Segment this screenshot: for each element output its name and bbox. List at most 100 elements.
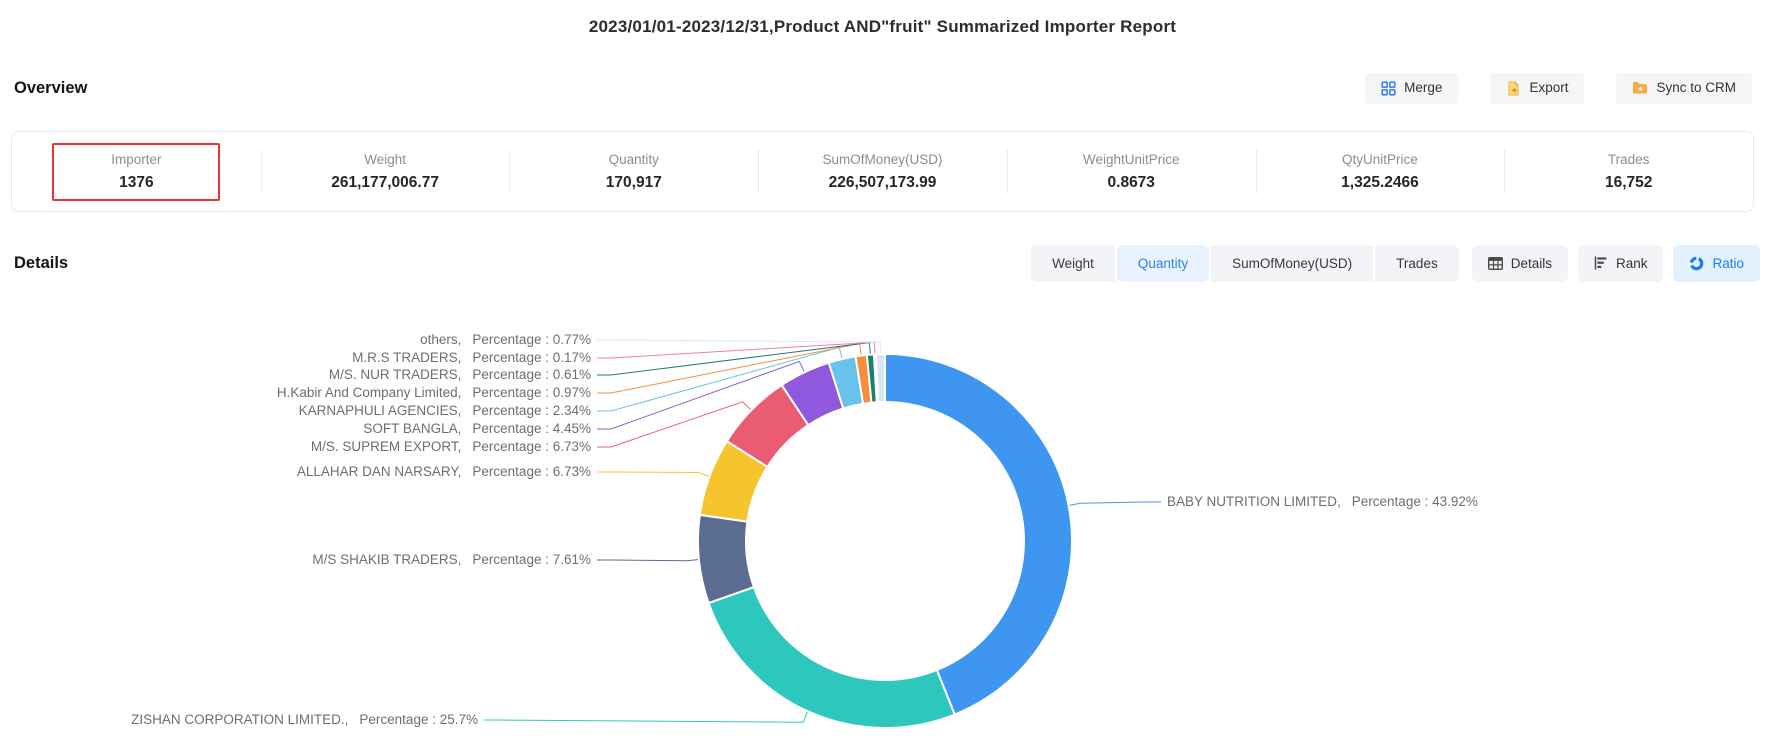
pie-slice-zishan-corporation-limited[interactable] <box>707 585 957 729</box>
tab-quantity[interactable]: Quantity <box>1116 244 1210 282</box>
stat-value: 0.8673 <box>1107 174 1155 191</box>
details-view-button[interactable]: Details <box>1471 244 1568 282</box>
overview-actions: Merge Export Sync to CRM <box>1365 72 1752 104</box>
stat-label: SumOfMoney(USD) <box>822 151 943 167</box>
pie-label-name: others, <box>420 332 462 347</box>
rank-view-button[interactable]: Rank <box>1577 244 1664 282</box>
button-label: Export <box>1529 80 1569 96</box>
button-label: Ratio <box>1712 255 1744 271</box>
pie-label-name: H.Kabir And Company Limited, <box>276 385 462 400</box>
ratio-icon <box>1689 256 1704 271</box>
stat-box: WeightUnitPrice 0.8673 <box>1082 151 1180 191</box>
pie-label-percentage: Percentage : 0.97% <box>472 385 591 400</box>
button-label: Rank <box>1615 255 1648 271</box>
pie-label-percentage: Percentage : 6.73% <box>472 464 591 479</box>
pie-label-allahar-dan-narsary: ALLAHAR DAN NARSARY, Percentage : 6.73% <box>297 462 591 482</box>
stat-box: Weight 261,177,006.77 <box>331 151 439 191</box>
pie-slice-baby-nutrition-limited[interactable] <box>884 352 1073 716</box>
pie-label-percentage: Percentage : 2.34% <box>472 403 591 418</box>
stat-value: 226,507,173.99 <box>828 174 937 191</box>
label-line-m-s-shakib-traders <box>597 559 699 562</box>
pie-slice-others[interactable] <box>874 352 886 404</box>
pie-label-h-kabir-and-company-limited: H.Kabir And Company Limited, Percentage :… <box>277 383 591 403</box>
export-button[interactable]: Export <box>1490 72 1585 104</box>
tab-sumofmoney-usd[interactable]: SumOfMoney(USD) <box>1211 244 1374 282</box>
details-header: Details Weight Quantity SumOfMoney(USD) Tra… <box>14 243 1760 283</box>
stat-label: Quantity <box>608 151 659 167</box>
stat-label: Trades <box>1607 151 1650 167</box>
pie-label-m-s-nur-traders: M/S. NUR TRADERS, Percentage : 0.61% <box>329 365 591 385</box>
stat-label: QtyUnitPrice <box>1342 151 1418 167</box>
pie-label-name: M/S. SUPREM EXPORT, <box>310 439 462 454</box>
pie-label-name: KARNAPHULI AGENCIES, <box>298 403 462 418</box>
details-icon <box>1487 256 1503 270</box>
sync-crm-icon <box>1632 81 1648 95</box>
pie-label-percentage: Percentage : 6.73% <box>472 439 591 454</box>
view-buttons: Details Rank Ratio <box>1471 244 1760 282</box>
pie-label-percentage: Percentage : 0.61% <box>472 367 591 382</box>
label-line-m-r-s-traders <box>597 341 876 359</box>
stat-value: 261,177,006.77 <box>331 174 439 191</box>
stat-sumofmoney-usd: SumOfMoney(USD) 226,507,173.99 <box>758 132 1007 211</box>
stat-value: 1376 <box>119 174 154 191</box>
page-title: 2023/01/01-2023/12/31,Product AND"fruit"… <box>588 17 1177 36</box>
pie-label-soft-bangla: SOFT BANGLA, Percentage : 4.45% <box>363 419 591 439</box>
pie-label-m-r-s-traders: M.R.S TRADERS, Percentage : 0.17% <box>352 348 591 368</box>
stat-label: Weight <box>364 151 406 167</box>
pie-label-baby-nutrition-limited: BABY NUTRITION LIMITED, Percentage : 43.9… <box>1167 492 1478 512</box>
pie-label-percentage: Percentage : 7.61% <box>472 552 591 567</box>
pie-label-name: M.R.S TRADERS, <box>352 350 462 365</box>
pie-label-name: ZISHAN CORPORATION LIMITED., <box>131 712 349 727</box>
merge-button[interactable]: Merge <box>1365 72 1459 104</box>
stat-value: 16,752 <box>1604 174 1653 191</box>
pie-label-percentage: Percentage : 0.17% <box>472 350 591 365</box>
stat-box: QtyUnitPrice 1,325.2466 <box>1341 151 1419 191</box>
pie-label-others: others, Percentage : 0.77% <box>420 330 591 350</box>
label-line-baby-nutrition-limited <box>1068 501 1161 506</box>
pie-label-percentage: Percentage : 43.92% <box>1351 494 1478 509</box>
rank-icon <box>1594 256 1608 270</box>
stat-box: SumOfMoney(USD) 226,507,173.99 <box>822 151 943 191</box>
details-heading: Details <box>14 253 69 272</box>
pie-label-name: SOFT BANGLA, <box>363 421 462 436</box>
sync-to-crm-button[interactable]: Sync to CRM <box>1616 72 1752 104</box>
pie-label-percentage: Percentage : 25.7% <box>359 712 478 727</box>
pie-slice-m-s-shakib-traders[interactable] <box>697 513 756 605</box>
pie-label-name: M/S. NUR TRADERS, <box>328 367 462 382</box>
pie-label-karnaphuli-agencies: KARNAPHULI AGENCIES, Percentage : 2.34% <box>299 401 591 421</box>
overview-stats-card: Importer 1376 Weight 261,177,006.77 Quantity… <box>11 131 1754 212</box>
pie-label-m-s-shakib-traders: M/S SHAKIB TRADERS, Percentage : 7.61% <box>312 550 591 570</box>
label-line-others <box>597 339 881 355</box>
stat-value: 170,917 <box>605 174 662 191</box>
overview-header: Overview Merge Export Sync to CRM <box>14 70 1752 106</box>
stat-label: WeightUnitPrice <box>1082 151 1180 167</box>
tab-weight[interactable]: Weight <box>1031 244 1115 282</box>
tab-trades[interactable]: Trades <box>1375 244 1459 282</box>
details-controls: Weight Quantity SumOfMoney(USD) Trades Deta… <box>1031 244 1760 282</box>
button-label: Details <box>1510 255 1552 271</box>
pie-label-zishan-corporation-limited: ZISHAN CORPORATION LIMITED., Percentage :… <box>131 710 478 730</box>
overview-heading: Overview <box>14 78 88 97</box>
stat-value: 1,325.2466 <box>1341 174 1419 191</box>
ratio-view-button[interactable]: Ratio <box>1673 244 1760 282</box>
metric-tabs: Weight Quantity SumOfMoney(USD) Trades <box>1031 244 1459 282</box>
pie-label-name: ALLAHAR DAN NARSARY, <box>296 464 462 479</box>
importer-highlight-box: Importer 1376 <box>52 142 221 201</box>
pie-label-percentage: Percentage : 4.45% <box>472 421 591 436</box>
button-label: Merge <box>1404 80 1443 96</box>
pie-label-m-s-suprem-export: M/S. SUPREM EXPORT, Percentage : 6.73% <box>311 437 591 457</box>
pie-label-name: BABY NUTRITION LIMITED, <box>1167 494 1341 509</box>
export-icon <box>1506 81 1521 96</box>
stat-label: Importer <box>111 151 162 167</box>
pie-label-name: M/S SHAKIB TRADERS, <box>312 552 462 567</box>
stat-weightunitprice: WeightUnitPrice 0.8673 <box>1006 132 1256 211</box>
stat-quantity: Quantity 170,917 <box>509 132 758 211</box>
label-line-zishan-corporation-limited <box>484 711 809 723</box>
pie-label-percentage: Percentage : 0.77% <box>472 332 591 347</box>
stat-box: Trades 16,752 <box>1604 151 1653 191</box>
stat-importer: Importer 1376 <box>12 132 261 211</box>
merge-icon <box>1381 80 1396 96</box>
stat-weight: Weight 261,177,006.77 <box>260 132 510 211</box>
